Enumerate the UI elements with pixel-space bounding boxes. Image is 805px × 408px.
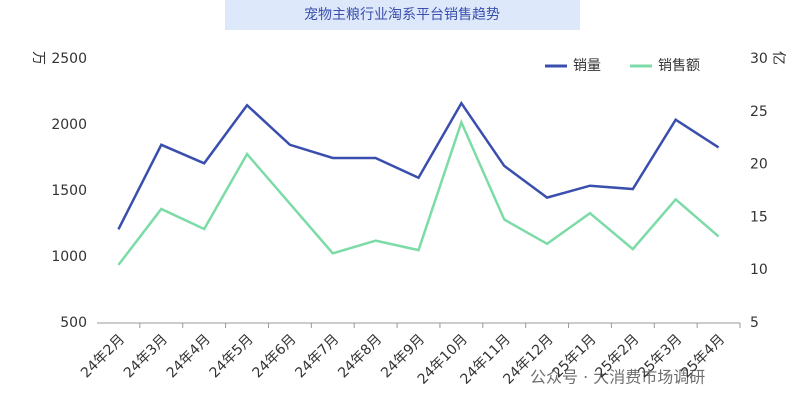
y-tick-label: 1500 xyxy=(51,183,87,199)
y2-tick-label: 30 xyxy=(750,51,768,67)
series-line xyxy=(117,118,720,266)
legend-label: 销售额 xyxy=(658,58,700,74)
series-line xyxy=(117,100,720,230)
x-tick-label: 24年6月 xyxy=(250,331,300,381)
watermark: 公众号 · 大消费市场调研 xyxy=(530,368,705,387)
x-tick-label: 24年7月 xyxy=(292,331,342,381)
y-tick-label: 500 xyxy=(60,315,87,331)
y2-tick-label: 10 xyxy=(750,262,768,278)
y2-tick-label: 25 xyxy=(750,104,768,120)
y2-unit: 亿 xyxy=(770,51,786,65)
x-tick-label: 24年5月 xyxy=(207,331,257,381)
y-unit: 万 xyxy=(30,51,46,65)
chart-title: 宠物主粮行业淘系平台销售趋势 xyxy=(304,7,500,23)
y-tick-label: 2500 xyxy=(51,51,87,67)
legend-label: 销量 xyxy=(573,58,601,74)
x-tick-label: 24年8月 xyxy=(335,331,385,381)
y2-tick-label: 5 xyxy=(750,315,759,331)
x-tick-label: 24年2月 xyxy=(78,331,128,381)
y-tick-label: 1000 xyxy=(51,249,87,265)
y2-tick-label: 20 xyxy=(750,157,768,173)
x-tick-label: 24年4月 xyxy=(164,331,214,381)
title-banner xyxy=(225,0,580,30)
x-tick-label: 24年3月 xyxy=(121,331,171,381)
y2-tick-label: 15 xyxy=(750,209,768,225)
y-tick-label: 2000 xyxy=(51,117,87,133)
